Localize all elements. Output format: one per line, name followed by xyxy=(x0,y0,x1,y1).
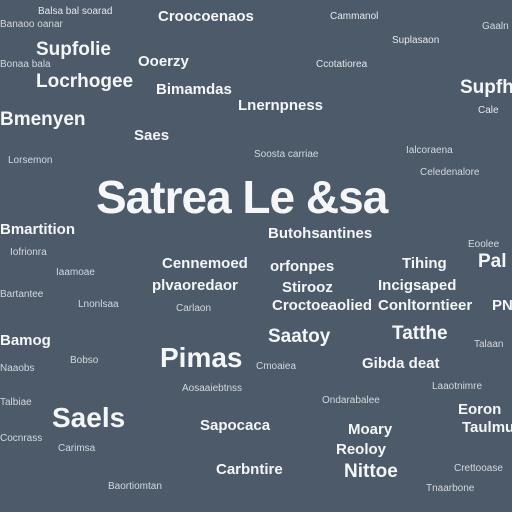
word: Ooerzy xyxy=(138,53,189,70)
word: Cale xyxy=(478,105,499,116)
word: Ccotatiorea xyxy=(316,59,368,70)
word: Bartantee xyxy=(0,289,44,300)
word: Baortiomtan xyxy=(108,481,162,492)
word: Naaobs xyxy=(0,363,35,374)
word: Sapocaca xyxy=(200,417,271,434)
word: Nittoe xyxy=(344,461,398,482)
word: Supfolie xyxy=(36,39,111,60)
word: Balsa bal soarad xyxy=(38,6,113,17)
word: Ialcoraena xyxy=(406,145,453,156)
word: Saes xyxy=(134,127,170,144)
word: Bobso xyxy=(70,355,99,366)
word: Butohsantines xyxy=(268,225,373,242)
word: Conltorntieer xyxy=(378,297,473,314)
word: Stirooz xyxy=(282,279,333,296)
word: Iaamoae xyxy=(56,267,95,278)
word: Lnonlsaa xyxy=(78,299,119,310)
word: Cocnrass xyxy=(0,433,43,444)
word: Pal xyxy=(478,251,507,272)
word: Carlaon xyxy=(176,303,212,314)
word: Celedenalore xyxy=(420,167,480,178)
word: PN xyxy=(492,297,512,314)
word: Bimamdas xyxy=(156,81,232,98)
word: Laaotnimre xyxy=(432,381,483,392)
word: Bmenyen xyxy=(0,109,86,130)
word: Eoron xyxy=(458,401,502,418)
word: Saels xyxy=(52,402,126,433)
word: Carbntire xyxy=(216,461,283,478)
word: Ondarabalee xyxy=(322,395,380,406)
word: Carimsa xyxy=(58,443,96,454)
word: Cmoaiea xyxy=(256,361,297,372)
word: Tatthe xyxy=(392,323,448,344)
word: Gibda deat xyxy=(362,355,440,372)
word: Aosaaiebtnss xyxy=(182,383,243,394)
word: Cennemoed xyxy=(162,255,248,272)
word: Iofrionra xyxy=(10,247,47,258)
word: Bonaa bala xyxy=(0,59,51,70)
word: Gaaln xyxy=(482,21,509,32)
word: Banaoo oanar xyxy=(0,19,63,30)
word: Soosta carriae xyxy=(254,149,319,160)
word: Talbiae xyxy=(0,397,32,408)
word: orfonpes xyxy=(270,258,335,275)
word: Incigsaped xyxy=(378,277,457,294)
word: Suplasaon xyxy=(392,35,440,46)
word: Lorsemon xyxy=(8,155,53,166)
word: Taulmu xyxy=(462,419,512,436)
word: Cammanol xyxy=(330,11,379,22)
word: Lnernpness xyxy=(238,97,324,114)
word: Tnaarbone xyxy=(426,483,475,494)
word: Reoloy xyxy=(336,441,387,458)
word: Crettooase xyxy=(454,463,503,474)
headline-word: Satrea Le &sa xyxy=(96,171,388,223)
word: Croocoenaos xyxy=(158,8,254,25)
word: Eoolee xyxy=(468,239,500,250)
word: Moary xyxy=(348,421,393,438)
word: Pimas xyxy=(160,342,243,373)
word: Saatoy xyxy=(268,326,331,347)
word: Tihing xyxy=(402,255,447,272)
word: Bmartition xyxy=(0,221,75,238)
word: Bamog xyxy=(0,332,51,349)
word: Supfh xyxy=(460,77,512,98)
word: plvaoredaor xyxy=(152,277,238,294)
word: Croctoeaolied xyxy=(272,297,373,314)
word: Talaan xyxy=(474,339,504,350)
word: Locrhogee xyxy=(36,71,134,92)
